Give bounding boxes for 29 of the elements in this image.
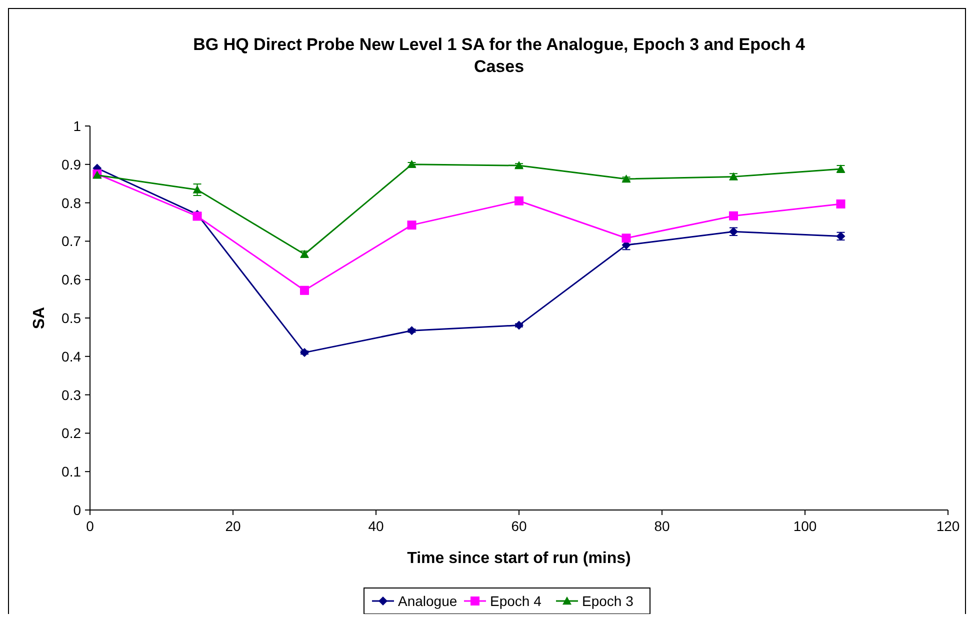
y-axis-title: SA [31,306,48,330]
y-tick-label: 0.6 [62,272,82,288]
y-tick-label: 0.8 [62,194,82,211]
legend-label: Epoch 3 [582,593,634,609]
x-tick-label: 100 [793,518,817,534]
point [300,348,309,358]
chart-title: BG HQ Direct Probe New Level 1 SA for the Analogue, Epoch 3 and Epoch 4 Cases [193,35,806,76]
y-tick-label: 1 [73,118,82,134]
y-tick-label: 0.5 [62,310,82,326]
legend-label: Analogue [398,593,458,609]
y-tick-label: 0.3 [62,386,82,403]
y-tick-label: 0.1 [62,464,82,480]
x-tick-label: 80 [654,518,670,534]
x-tick-label: 60 [511,518,527,534]
y-tick-label: 0.2 [62,425,82,442]
y-tick-label: 0.7 [62,233,82,250]
point [514,320,524,330]
y-tick-label: 0.4 [62,348,82,364]
point [407,220,416,230]
y-tick-label: 0 [73,502,82,518]
x-tick-label: 120 [936,518,960,534]
x-tick-label: 20 [225,518,241,534]
x-axis-title: Time since start of run (mins) [407,550,631,567]
x-tick-label: 40 [368,518,384,534]
y-tick-label: 0.9 [62,156,82,172]
point [407,326,416,336]
x-tick-label: 0 [86,518,94,534]
legend-label: Epoch 4 [490,593,542,609]
point [622,174,631,183]
